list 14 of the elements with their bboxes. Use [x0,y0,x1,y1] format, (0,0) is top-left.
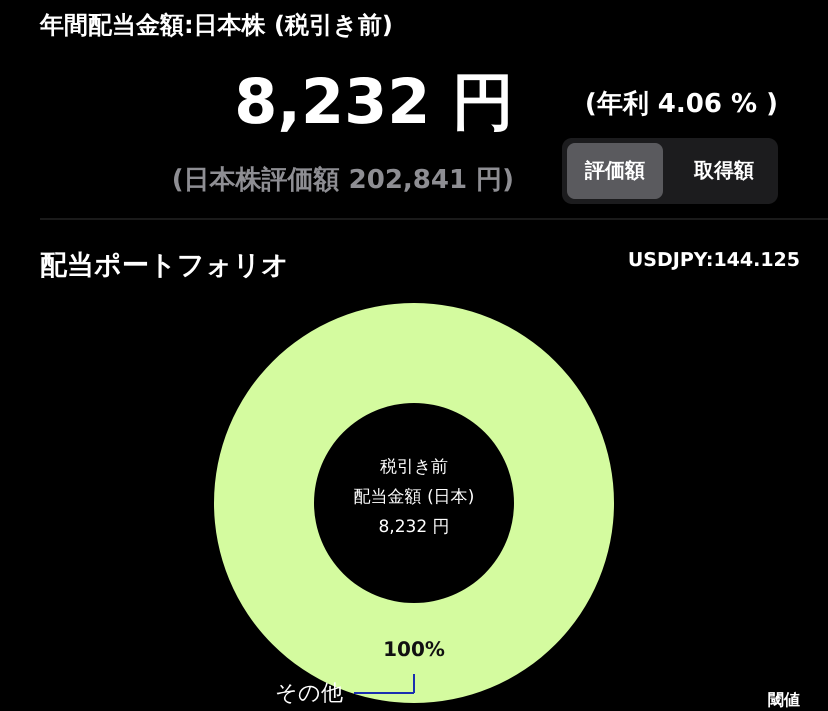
text: 8,232 円 [378,517,450,537]
data-label: 100% [383,637,445,661]
text: 取得額 [693,158,754,182]
text: 8,232 円 [234,65,514,138]
chart-title: 年間配当金額:日本株 (税引き前) [39,11,393,39]
text: (年利 4.06 % ) [584,89,778,119]
text: USDJPY:144.125 [628,249,800,271]
text: 閾値 [768,690,800,709]
chart-subtitle: 配当ポートフォリオ [40,250,289,281]
text: 税引き前 [380,457,448,477]
text: (日本株評価額 202,841 円) [172,165,514,195]
text: 評価額 [584,158,645,182]
slice-label: その他 [275,681,343,706]
text: 配当金額 (日本) [354,487,474,507]
